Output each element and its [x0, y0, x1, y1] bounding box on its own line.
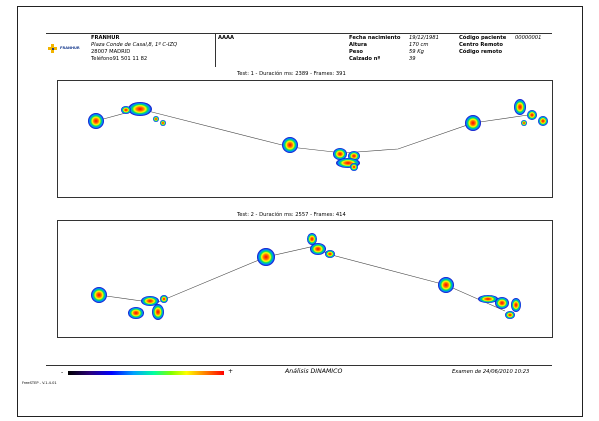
- analysis-label: Análisis DINAMICO: [285, 368, 343, 375]
- test1-path-line: [95, 108, 529, 154]
- footprint: [282, 137, 298, 153]
- footprint: [465, 115, 481, 131]
- footprint: [128, 295, 168, 320]
- test2-footprints: [91, 233, 521, 320]
- weight-label: Peso: [349, 49, 363, 55]
- clinic-logo: FRANHUR: [48, 43, 90, 55]
- footprint: [514, 99, 548, 126]
- height-value: 170 cm: [409, 42, 429, 48]
- scale-min-label: -: [61, 369, 64, 376]
- header-col-divider: [215, 33, 216, 67]
- footprint: [121, 102, 166, 126]
- patient-code-label: Código paciente: [459, 35, 507, 41]
- birthdate-label: Fecha nacimiento: [349, 35, 401, 41]
- cross-icon: [48, 44, 57, 53]
- footprint: [438, 277, 454, 293]
- clinic-city: 28007 MADRID: [91, 49, 131, 55]
- color-scale-bar: [68, 371, 224, 375]
- height-label: Altura: [349, 42, 368, 48]
- test1-footprints: [88, 99, 548, 171]
- footprint: [307, 233, 335, 258]
- footprint: [478, 295, 521, 319]
- patient-code-value: 00000001: [515, 35, 542, 41]
- clinic-address: Plaza Conde de Casal,8, 1º C-IZQ: [91, 42, 178, 48]
- footprint: [257, 248, 275, 266]
- footprint: [91, 287, 107, 303]
- test1-title: Test: 1 - Duración ms: 2389 - Frames: 39…: [237, 71, 346, 77]
- test2-panel: [57, 220, 553, 338]
- remote-code-label: Código remoto: [459, 49, 503, 55]
- patient-name: AAAA: [218, 35, 235, 41]
- footprint: [88, 113, 104, 129]
- shoe-size-label: Calzado nº: [349, 56, 381, 62]
- exam-date: Examen de 24/06/2010 10:23: [452, 369, 530, 375]
- report-page: [17, 6, 583, 417]
- clinic-phone: Teléfono91 501 11 82: [91, 56, 148, 62]
- scale-max-label: +: [228, 368, 234, 375]
- clinic-name: FRANHUR: [91, 35, 120, 41]
- weight-value: 59 Kg: [409, 49, 424, 55]
- software-version: FreeSTEP - V.1.4.01: [22, 381, 57, 385]
- test2-title: Test: 2 - Duración ms: 2557 - Frames: 41…: [237, 212, 346, 218]
- header-divider: [46, 33, 552, 34]
- footprint: [333, 148, 360, 171]
- remote-center-label: Centro Remoto: [459, 42, 503, 48]
- logo-text: FRANHUR: [60, 46, 80, 50]
- footer-divider: [46, 365, 552, 366]
- shoe-size-value: 39: [409, 56, 416, 62]
- test1-panel: [57, 80, 553, 198]
- birthdate-value: 19/12/1981: [409, 35, 439, 41]
